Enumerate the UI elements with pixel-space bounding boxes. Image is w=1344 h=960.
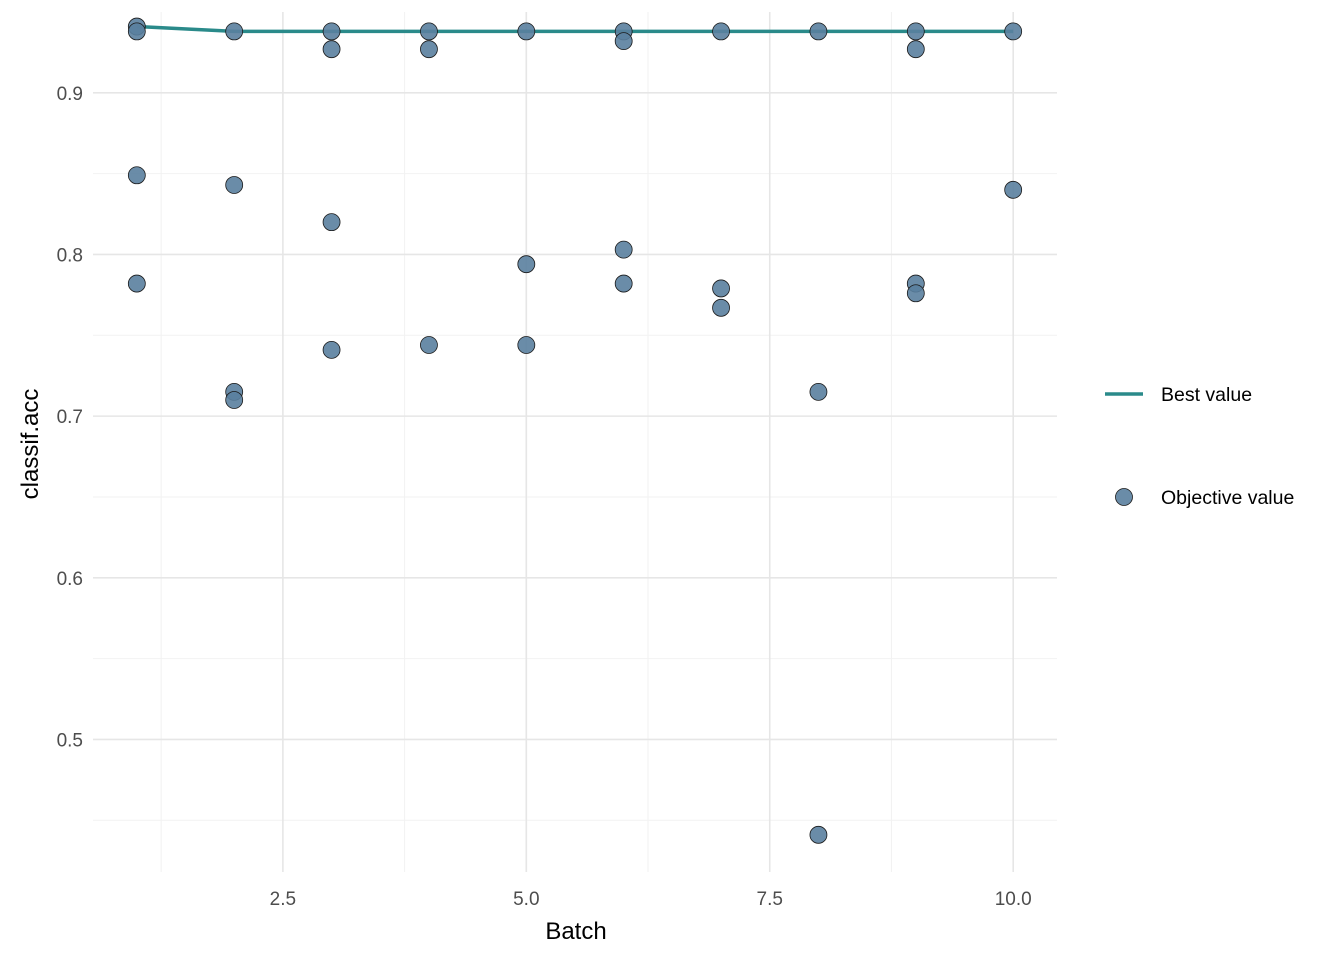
legend-label-best-value: Best value: [1161, 384, 1252, 406]
x-tick-label: 5.0: [513, 889, 539, 910]
legend-label-objective-value: Objective value: [1161, 487, 1294, 509]
objective-point: [712, 279, 730, 298]
x-tick-label: 7.5: [757, 889, 783, 910]
y-axis-tick-labels: 0.5 0.6 0.7 0.8 0.9: [57, 84, 83, 752]
objective-point: [127, 22, 146, 41]
objective-point: [517, 22, 536, 41]
objective-point: [420, 336, 438, 354]
grid-major: [93, 12, 1057, 872]
objective-point: [322, 340, 341, 359]
objective-point: [420, 22, 438, 41]
y-axis-title: classif.acc: [17, 389, 44, 500]
objective-point: [809, 382, 828, 401]
objective-point: [322, 40, 341, 59]
objective-point: [517, 336, 536, 354]
best-value-line-layer: [136, 24, 1014, 34]
objective-point: [1004, 22, 1023, 41]
objective-point: [906, 22, 925, 41]
objective-point: [322, 213, 341, 232]
objective-point: [225, 176, 244, 194]
objective-point: [809, 825, 828, 844]
grid-minor: [93, 12, 1057, 872]
objective-point: [809, 22, 828, 41]
x-axis-title: Batch: [545, 918, 606, 945]
y-tick-label: 0.8: [57, 245, 83, 266]
x-axis-tick-labels: 2.5 5.0 7.5 10.0: [270, 889, 1032, 910]
y-tick-label: 0.6: [57, 569, 83, 590]
objective-point: [906, 284, 925, 303]
y-tick-label: 0.9: [57, 84, 83, 105]
legend-key-objective-value: [1115, 488, 1133, 506]
objective-point: [517, 255, 536, 274]
x-tick-label: 10.0: [995, 889, 1032, 910]
objective-point: [712, 298, 730, 317]
objective-point: [225, 22, 244, 41]
objective-point: [420, 40, 438, 59]
objective-point: [614, 274, 633, 293]
objective-point: [225, 391, 244, 409]
best-value-line: [136, 24, 1014, 34]
objective-point: [712, 22, 730, 41]
objective-points: [127, 17, 1023, 844]
objective-point: [127, 274, 146, 293]
objective-point: [1004, 180, 1023, 199]
x-tick-label: 2.5: [270, 889, 296, 910]
objective-point: [614, 32, 633, 50]
legend: Best value Objective value: [1105, 384, 1294, 509]
objective-point: [906, 40, 925, 59]
objective-point: [322, 22, 341, 41]
y-tick-label: 0.5: [57, 730, 83, 751]
objective-point: [614, 240, 633, 259]
y-tick-label: 0.7: [57, 407, 83, 428]
objective-point: [127, 166, 146, 185]
